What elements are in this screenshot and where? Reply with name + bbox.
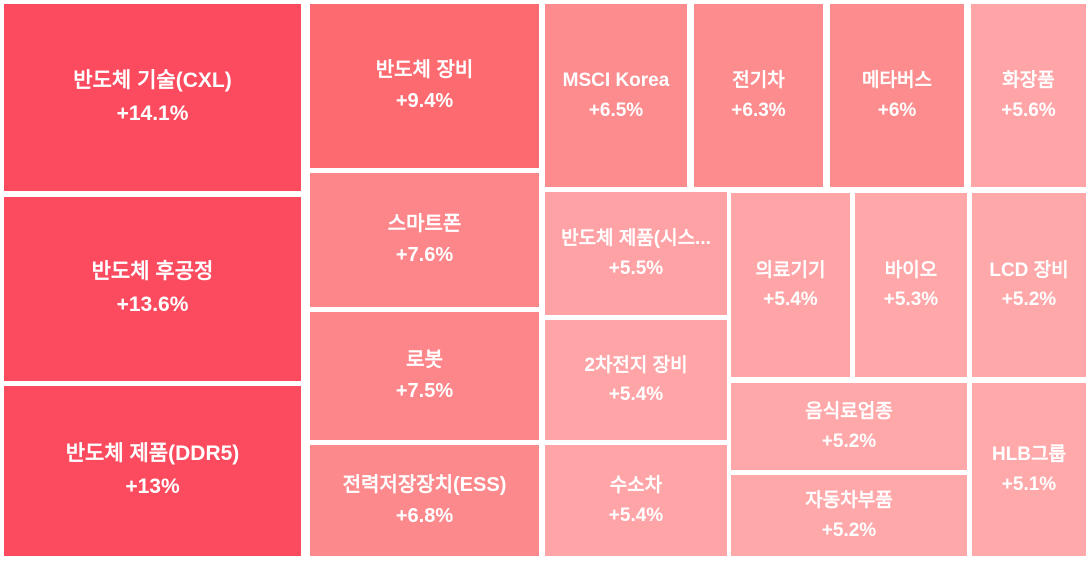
cell-change: +5.4% [763,289,818,310]
cell-label: 스마트폰 [387,213,462,235]
cell-label: HLB그룹 [991,444,1066,466]
cell-label: 반도체 제품(시스... [561,228,711,250]
cell-msci-korea[interactable]: MSCI Korea +6.5% [545,4,687,187]
cell-change: +5.2% [821,519,877,541]
cell-metaverse[interactable]: 메타버스 +6% [830,4,964,187]
cell-label: 음식료업종 [805,401,893,423]
cell-change: +7.5% [395,380,454,402]
cell-secondary-battery-equipment[interactable]: 2차전지 장비 +5.4% [545,320,727,440]
cell-label: 2차전지 장비 [584,354,688,376]
cell-change: +6.8% [395,504,454,527]
cell-label: 반도체 장비 [375,59,474,81]
cell-auto-parts[interactable]: 자동차부품 +5.2% [731,475,967,556]
cell-semiconductor-backend[interactable]: 반도체 후공정 +13.6% [4,197,301,381]
cell-label: 의료기기 [755,259,826,281]
cell-change: +7.6% [395,244,454,266]
cell-label: 화장품 [1002,70,1055,92]
cell-change: +5.3% [883,289,939,310]
cell-medical-devices[interactable]: 의료기기 +5.4% [731,193,850,377]
cell-food-beverage[interactable]: 음식료업종 +5.2% [731,383,967,470]
cell-bio[interactable]: 바이오 +5.3% [855,193,967,377]
cell-change: +6% [877,99,917,121]
cell-change: +5.4% [608,384,664,405]
cell-robot[interactable]: 로봇 +7.5% [310,312,539,440]
cell-change: +5.4% [608,504,664,526]
cell-change: +5.2% [1001,289,1057,310]
cell-label: 바이오 [884,259,938,281]
cell-change: +6.3% [731,99,786,121]
cell-label: LCD 장비 [989,259,1069,281]
cell-change: +9.4% [395,90,454,112]
cell-label: 메타버스 [862,70,932,92]
cell-label: 자동차부품 [805,490,893,512]
cell-label: 로봇 [406,349,443,371]
cell-semiconductor-equipment[interactable]: 반도체 장비 +9.4% [310,4,539,168]
cell-label: 반도체 기술(CXL) [73,68,232,92]
cell-label: 반도체 후공정 [91,260,214,284]
cell-change: +14.1% [116,101,189,125]
cell-semiconductor-tech-cxl[interactable]: 반도체 기술(CXL) +14.1% [4,4,301,191]
cell-ess[interactable]: 전력저장장치(ESS) +6.8% [310,445,539,556]
cell-label: 전기차 [732,70,785,92]
cell-label: 반도체 제품(DDR5) [65,442,240,466]
cell-label: MSCI Korea [562,70,670,92]
cell-change: +13.6% [116,293,189,316]
cell-hydrogen-car[interactable]: 수소차 +5.4% [545,445,727,556]
cell-change: +5.2% [821,430,877,452]
cell-change: +5.6% [1001,99,1056,121]
cell-hlb-group[interactable]: HLB그룹 +5.1% [972,383,1086,556]
cell-change: +13% [125,475,180,498]
cell-change: +5.5% [608,257,664,279]
cell-semiconductor-product-ddr5[interactable]: 반도체 제품(DDR5) +13% [4,386,301,556]
cell-lcd-equipment[interactable]: LCD 장비 +5.2% [972,193,1086,377]
cell-ev[interactable]: 전기차 +6.3% [694,4,823,187]
cell-cosmetics[interactable]: 화장품 +5.6% [971,4,1086,187]
cell-label: 전력저장장치(ESS) [342,473,507,496]
cell-semiconductor-product-system[interactable]: 반도체 제품(시스... +5.5% [545,192,727,315]
cell-smartphone[interactable]: 스마트폰 +7.6% [310,173,539,307]
cell-label: 수소차 [609,475,663,497]
cell-change: +5.1% [1001,473,1057,495]
cell-change: +6.5% [588,99,644,121]
